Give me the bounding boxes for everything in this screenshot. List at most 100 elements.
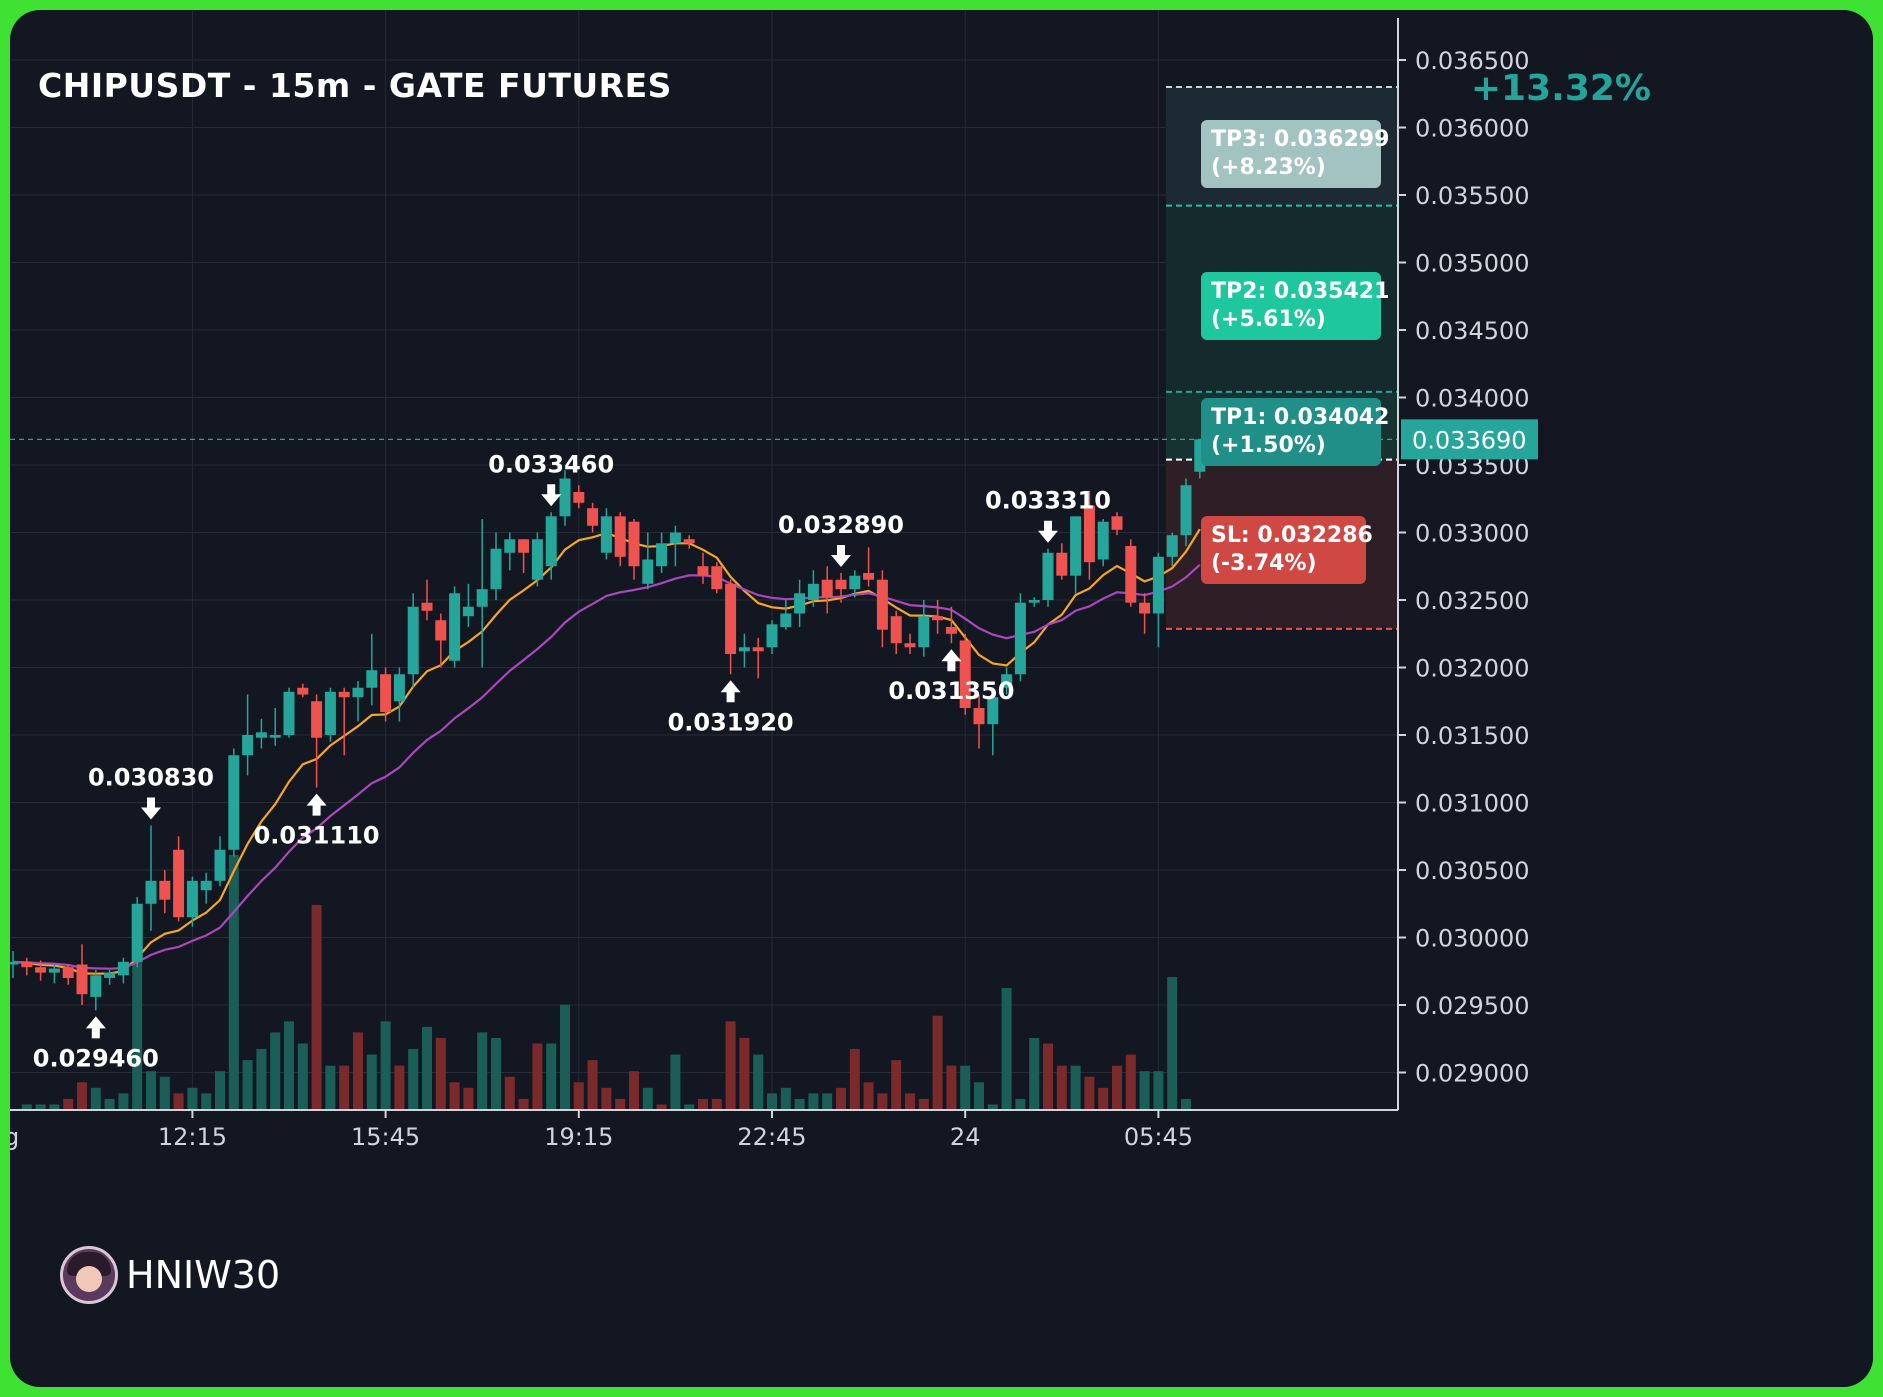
volume-bar — [601, 1087, 612, 1110]
candle-body — [490, 548, 502, 590]
volume-bar — [794, 1098, 805, 1110]
volume-bar — [1056, 1065, 1067, 1110]
candle-body — [62, 967, 74, 978]
volume-bar — [394, 1065, 405, 1110]
volume-bar — [228, 855, 239, 1110]
pivot-annotation: 0.029460 — [33, 1016, 159, 1072]
volume-bar — [1084, 1076, 1095, 1110]
volume-bar — [808, 1093, 819, 1110]
avatar — [60, 1246, 118, 1304]
candle-body — [214, 849, 226, 881]
candle-body — [518, 539, 530, 553]
volume-bar — [698, 1098, 708, 1110]
candle-body — [1166, 535, 1178, 557]
volume-bar — [753, 1054, 764, 1110]
candle-body — [200, 880, 212, 891]
pivot-label: 0.029460 — [33, 1044, 159, 1072]
volume-bar — [504, 1076, 515, 1110]
candle-body — [918, 616, 930, 648]
tp1-label: TP1: 0.034042 (+1.50%) — [1201, 398, 1389, 466]
candle-body — [835, 579, 847, 590]
candle-body — [559, 478, 571, 517]
volume-bar — [822, 1093, 833, 1110]
candle-body — [752, 647, 764, 652]
volume-bar — [1153, 1071, 1164, 1110]
candle-body — [904, 643, 916, 648]
time-tick-label: 15:45 — [351, 1123, 420, 1151]
volume-bar — [353, 1032, 363, 1110]
arrow-up-icon — [720, 680, 741, 703]
pivot-annotation: 0.031920 — [668, 680, 794, 736]
candle-body — [545, 516, 557, 567]
pivot-label: 0.031920 — [668, 708, 794, 736]
tp3-price: TP3: 0.036299 — [1211, 127, 1390, 152]
arrow-down-icon — [831, 545, 851, 567]
volume-bar — [960, 1065, 971, 1110]
arrow-down-icon — [141, 797, 161, 820]
sl-price: SL: 0.032286 — [1211, 523, 1373, 548]
time-tick-label: 19:15 — [544, 1123, 613, 1151]
volume-bar — [780, 1087, 791, 1110]
candle-body — [821, 579, 833, 598]
candle-body — [973, 708, 985, 725]
candle-body — [711, 566, 723, 590]
volume-bar — [518, 1098, 529, 1110]
candle-body — [1001, 674, 1013, 688]
candle-body — [614, 516, 626, 557]
volume-bar — [449, 1082, 460, 1110]
candle-body — [131, 903, 143, 962]
volume-bar — [532, 1043, 543, 1110]
tp3-percent: (+8.23%) — [1211, 155, 1326, 180]
volume-bar — [49, 1104, 60, 1110]
candle-body — [159, 880, 171, 900]
price-chart[interactable]: 0.030830 0.031110 0.033460 0.031920 0.032890… — [10, 10, 1873, 1387]
candle-body — [642, 559, 654, 584]
volume-bar — [173, 1093, 184, 1110]
time-tick-label: 22:45 — [737, 1123, 806, 1151]
candle-body — [462, 606, 474, 617]
candle-body — [587, 508, 599, 526]
candle-body — [697, 566, 709, 576]
volume-bar — [946, 1065, 957, 1110]
candle-body — [21, 961, 33, 968]
volume-bar — [77, 1082, 87, 1110]
chart-frame: 0.030830 0.031110 0.033460 0.031920 0.032890… — [10, 10, 1873, 1387]
candle-body — [890, 616, 902, 644]
candle-body — [90, 975, 102, 997]
candle-body — [297, 687, 309, 695]
candle-body — [393, 674, 405, 702]
candle-body — [932, 616, 944, 621]
volume-bar — [311, 904, 322, 1110]
volume-bar — [366, 1054, 377, 1110]
pivot-annotation: 0.033460 — [488, 450, 614, 507]
volume-bar — [739, 1037, 750, 1110]
candle-body — [104, 972, 116, 978]
candle-body — [683, 539, 695, 544]
tp3-label: TP3: 0.036299 (+8.23%) — [1201, 120, 1390, 188]
candle-body — [959, 640, 971, 708]
candle-body — [35, 967, 47, 973]
brand-name: HNIW30 — [126, 1253, 281, 1297]
price-tick-label: 0.032000 — [1415, 655, 1530, 683]
volume-bar — [1015, 1098, 1026, 1110]
candle-body — [1194, 439, 1206, 472]
candle-body — [242, 735, 254, 756]
volume-bar — [615, 1098, 626, 1110]
candle-body — [987, 697, 999, 725]
volume-bar — [1043, 1043, 1053, 1110]
candle-body — [531, 539, 543, 580]
volume-bar — [463, 1087, 474, 1110]
volume-bar — [1029, 1037, 1040, 1110]
volume-bar — [422, 1026, 432, 1110]
price-tick-label: 0.034000 — [1415, 385, 1530, 413]
tp2-price: TP2: 0.035421 — [1211, 279, 1390, 304]
total-gain-label: +13.32% — [1470, 68, 1651, 109]
candle-body — [449, 593, 461, 661]
candle-body — [421, 602, 433, 611]
volume-bar — [104, 1098, 115, 1110]
last-price-label: 0.033690 — [1412, 426, 1527, 454]
time-tick-label: g — [10, 1123, 19, 1151]
volume-bar — [987, 1104, 998, 1110]
volume-bar — [1181, 1098, 1191, 1110]
volume-bar — [905, 1093, 915, 1110]
